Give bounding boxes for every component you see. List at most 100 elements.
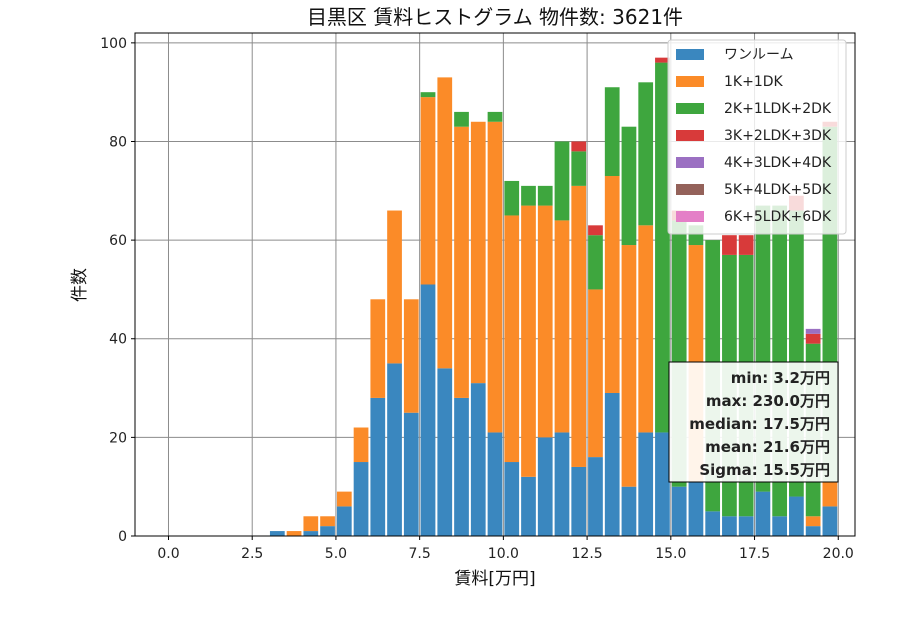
bar-segment	[621, 126, 637, 246]
legend-swatch	[676, 76, 704, 87]
legend-label: 3K+2LDK+3DK	[724, 128, 832, 144]
bar-segment	[671, 486, 687, 536]
bar-segment	[470, 383, 486, 536]
y-tick-label: 60	[109, 233, 127, 249]
bar-segment	[504, 180, 520, 216]
legend-label: 5K+4LDK+5DK	[724, 182, 832, 198]
bar-segment	[655, 57, 670, 63]
legend-swatch	[676, 157, 704, 168]
y-tick-label: 40	[109, 332, 127, 348]
bar-segment	[286, 531, 302, 536]
bar-segment	[420, 284, 436, 536]
legend: ワンルーム 1K+1DK 2K+1LDK+2DK 3K+2LDK+3DK 4K+3LDK…	[667, 39, 847, 235]
legend-swatch	[676, 211, 704, 222]
bar-segment	[521, 185, 536, 206]
plot-frame	[134, 32, 856, 537]
legend-label: 6K+5LDK+6DK	[724, 209, 832, 225]
bar-segment	[805, 516, 821, 527]
bar-segment	[353, 462, 369, 536]
legend-label: 4K+3LDK+4DK	[724, 155, 832, 171]
x-tick-label: 20.0	[823, 546, 854, 562]
legend-frame	[667, 39, 847, 235]
bar-segment	[320, 526, 335, 536]
bar-segment	[487, 432, 503, 536]
legend-label: 2K+1LDK+2DK	[724, 101, 832, 117]
bar-segment	[420, 92, 436, 98]
bar-segment	[403, 412, 419, 536]
bar-segment	[336, 491, 352, 507]
bar-segment	[789, 496, 804, 536]
legend-swatch	[676, 130, 704, 141]
y-tick-label: 100	[100, 36, 127, 52]
x-tick-label: 0.0	[157, 546, 179, 562]
bar-segment	[487, 121, 503, 433]
x-tick-label: 15.0	[655, 546, 686, 562]
bar-segment	[655, 62, 670, 433]
bar-segment	[571, 141, 587, 152]
bar-segment	[454, 126, 469, 398]
bar-segment	[420, 97, 436, 285]
bar-segment	[688, 481, 704, 536]
bar-segment	[588, 289, 603, 458]
stats-line: max: 230.0万円	[706, 392, 830, 410]
bar-segment	[822, 506, 838, 536]
bar-segment	[571, 151, 587, 186]
stats-frame	[668, 361, 839, 483]
bar-segment	[454, 397, 469, 536]
legend-label: 1K+1DK	[724, 74, 784, 90]
bar-segment	[454, 111, 469, 127]
y-axis-title: 件数	[70, 268, 90, 302]
bar-segment	[370, 299, 386, 398]
bar-segment	[638, 225, 654, 433]
x-axis-title: 賃料[万円]	[454, 569, 535, 589]
bar-segment	[621, 245, 637, 487]
bar-segment	[470, 121, 486, 384]
bar-segment	[353, 427, 369, 463]
bar-segment	[738, 516, 754, 536]
y-tick-label: 80	[109, 134, 127, 150]
bar-segment	[521, 205, 536, 477]
bar-segment	[403, 299, 419, 413]
bar-segment	[387, 363, 402, 536]
bar-segment	[554, 141, 570, 221]
stats-line: min: 3.2万円	[731, 369, 830, 387]
bar-segment	[537, 437, 553, 536]
stats-line: median: 17.5万円	[689, 415, 830, 433]
legend-swatch	[676, 49, 704, 60]
bar-segment	[370, 397, 386, 536]
bar-segment	[604, 87, 620, 177]
legend-swatch	[676, 103, 704, 114]
chart-title: 目黒区 賃料ヒストグラム 物件数: 3621件	[307, 5, 683, 29]
bar-segment	[537, 205, 553, 438]
bar-segment	[638, 82, 654, 226]
bar-segment	[554, 432, 570, 536]
y-tick-label: 0	[118, 529, 127, 545]
bar-segment	[638, 432, 654, 536]
legend-label: ワンルーム	[724, 47, 794, 63]
bar-segment	[437, 368, 453, 536]
bar-segment	[755, 491, 771, 536]
bar-segment	[588, 235, 603, 290]
bar-segment	[805, 328, 821, 334]
bar-segment	[336, 506, 352, 536]
bar-segment	[521, 476, 536, 536]
bar-segment	[621, 486, 637, 536]
bar-segment	[303, 531, 319, 536]
bar-segment	[772, 516, 788, 536]
x-tick-label: 5.0	[325, 546, 347, 562]
bar-segment	[320, 516, 335, 527]
bar-segment	[487, 111, 503, 122]
legend-swatch	[676, 184, 704, 195]
bar-segment	[571, 185, 587, 467]
bar-segment	[588, 225, 603, 236]
bar-segment	[604, 392, 620, 536]
stats-line: Sigma: 15.5万円	[699, 461, 830, 479]
stats-box: min: 3.2万円 max: 230.0万円 median: 17.5万円 mean…	[668, 361, 839, 483]
bar-segment	[805, 333, 821, 344]
x-tick-label: 12.5	[572, 546, 603, 562]
bar-segment	[437, 77, 453, 369]
bar-segment	[269, 531, 285, 536]
x-tick-label: 10.0	[488, 546, 519, 562]
bar-segment	[588, 457, 603, 536]
